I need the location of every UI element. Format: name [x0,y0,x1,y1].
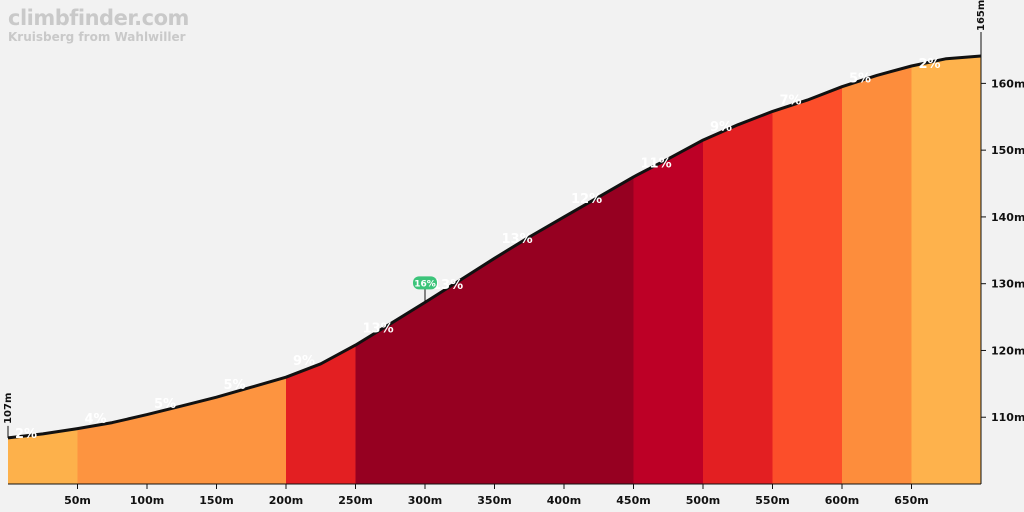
y-tick-label: 140m [991,211,1024,224]
grade-label-13: 5% [849,72,871,87]
start-elevation-label: 107m [3,393,14,424]
grade-segment-13 [842,66,912,484]
grade-segment-8 [494,216,564,484]
x-tick-label: 500m [686,494,720,507]
grade-label-6: 13% [363,321,394,336]
x-tick-label: 400m [547,494,581,507]
grade-label-11: 9% [710,120,732,135]
grade-label-7: 13% [432,278,463,293]
climb-subtitle: Kruisberg from Wahlwiller [8,30,186,44]
grade-label-4: 5% [224,378,246,393]
x-tick-label: 50m [64,494,91,507]
x-tick-label: 650m [894,494,928,507]
grade-label-10: 11% [641,157,672,172]
max-gradient-badge [413,276,437,290]
grade-label-2: 4% [85,412,107,427]
x-tick-label: 550m [755,494,789,507]
grade-segment-12 [772,86,842,484]
y-tick-label: 120m [991,344,1024,357]
max-gradient-label: 16% [414,279,436,289]
brand-watermark: climbfinder.com [8,6,189,30]
x-tick-label: 600m [825,494,859,507]
grade-label-8: 13% [502,232,533,247]
grade-segment-2 [77,414,147,484]
y-tick-label: 150m [991,144,1024,157]
y-tick-label: 130m [991,278,1024,291]
x-tick-label: 250m [338,494,372,507]
grade-segment-7 [425,258,495,484]
grade-label-14: 2% [919,57,941,72]
x-tick-label: 100m [130,494,164,507]
x-tick-label: 300m [408,494,442,507]
grade-segment-4 [216,377,286,484]
x-tick-label: 350m [477,494,511,507]
grade-segment-10 [633,140,703,484]
grade-segment-9 [564,176,634,484]
grade-segment-11 [703,111,773,485]
grade-label-9: 12% [571,192,602,207]
grade-segment-14 [911,56,981,484]
grade-segment-3 [147,397,217,484]
grade-label-12: 7% [780,94,802,109]
grade-segment-5 [286,345,356,484]
grade-segment-1 [8,428,78,484]
end-elevation-label: 165m [976,0,987,31]
elevation-profile-line [7,54,982,440]
x-tick-label: 150m [199,494,233,507]
grade-label-1: 2% [15,427,37,442]
y-tick-label: 160m [991,77,1024,90]
x-tick-label: 450m [616,494,650,507]
grade-label-3: 5% [154,397,176,412]
y-tick-label: 110m [991,411,1024,424]
x-tick-label: 200m [269,494,303,507]
grade-label-5: 9% [293,354,315,369]
grade-segment-6 [355,302,425,484]
